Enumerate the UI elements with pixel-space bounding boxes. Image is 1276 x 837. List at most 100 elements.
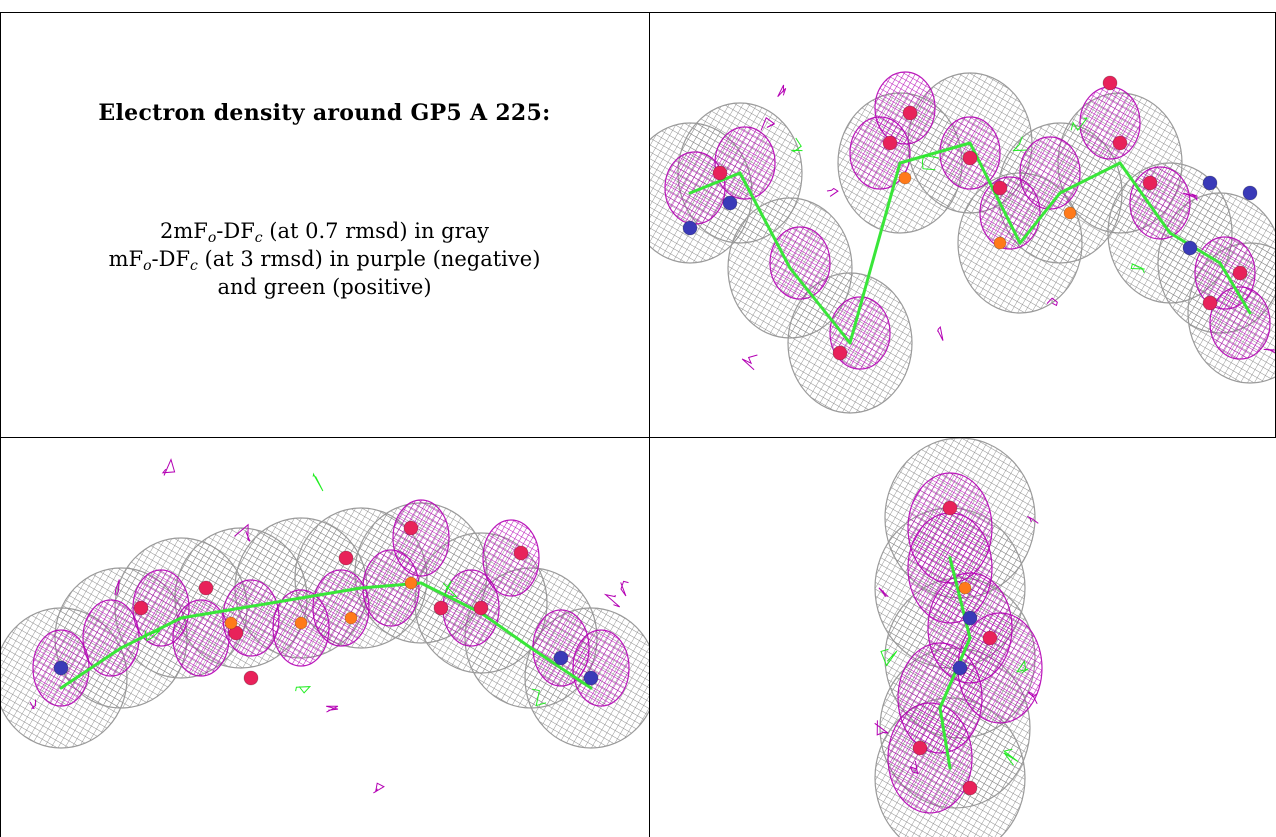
purple-speck: [620, 580, 629, 597]
green-speck: [531, 688, 547, 707]
purple-speck: [1027, 691, 1038, 705]
oxygen-atom: [433, 600, 449, 616]
purple-speck: [114, 579, 120, 596]
purple-mesh-blob: [312, 569, 370, 647]
purple-speck: [741, 354, 758, 371]
phosphorus-atom: [958, 581, 972, 595]
carbon-bond: [1118, 161, 1172, 235]
caption-line-2fofc: 2mFo-DFc (at 0.7 rmsd) in gray: [0, 217, 649, 245]
purple-speck: [760, 117, 776, 131]
purple-mesh-blob: [572, 629, 630, 707]
purple-speck: [1046, 297, 1058, 307]
caption-line-colors: and green (positive): [217, 275, 432, 299]
phosphorus-atom: [224, 616, 238, 630]
carbon-bond: [788, 266, 852, 345]
line1-prefix: 2mF: [159, 219, 208, 243]
carbon-bond: [968, 141, 1022, 245]
green-speck: [1012, 136, 1028, 152]
density-image-bottom-left: [1, 438, 649, 837]
caption-line-fofc: mFo-DFc (at 3 rmsd) in purple (negative): [0, 245, 649, 273]
line1-suffix: (at 0.7 rmsd) in gray: [262, 219, 490, 243]
table-row-divider: [0, 437, 1276, 438]
oxygen-atom: [513, 545, 529, 561]
nitrogen-atom: [553, 650, 569, 666]
oxygen-atom: [912, 740, 928, 756]
oxygen-atom: [338, 550, 354, 566]
carbon-bond: [1018, 191, 1062, 245]
oxygen-atom: [1102, 75, 1118, 91]
green-speck: [295, 686, 312, 694]
carbon-bond: [688, 171, 742, 195]
oxygen-atom: [832, 345, 848, 361]
carbon-bond: [1058, 161, 1122, 195]
oxygen-atom: [962, 150, 978, 166]
green-speck: [144, 629, 161, 642]
carbon-bond: [898, 141, 972, 165]
carbon-bond: [938, 636, 972, 710]
purple-speck: [777, 84, 787, 98]
green-speck: [312, 472, 324, 492]
carbon-bond: [179, 606, 243, 620]
nitrogen-atom: [53, 660, 69, 676]
oxygen-atom: [403, 520, 419, 536]
line2-suffix: (at 3 rmsd) in purple (negative): [197, 247, 541, 271]
line1-sub-c: c: [254, 230, 263, 246]
purple-mesh-blob: [887, 702, 973, 814]
carbon-bond: [1218, 261, 1252, 315]
nitrogen-atom: [722, 195, 738, 211]
nitrogen-atom: [1202, 175, 1218, 191]
carbon-bond: [479, 611, 533, 650]
phosphorus-atom: [404, 576, 418, 590]
caption-description: 2mFo-DFc (at 0.7 rmsd) in gray mFo-DFc (…: [0, 217, 649, 301]
phosphorus-atom: [294, 616, 308, 630]
carbon-bond: [948, 556, 972, 640]
purple-speck: [29, 699, 37, 710]
carbon-bond: [119, 616, 183, 650]
oxygen-atom: [902, 105, 918, 121]
purple-speck: [1263, 348, 1275, 354]
line2-mid: -DF: [151, 247, 191, 271]
green-speck: [791, 137, 803, 152]
table-left-border: [0, 12, 1, 837]
table-column-divider: [649, 12, 650, 837]
density-image-bottom-right: [650, 438, 1275, 837]
purple-mesh-blob: [1079, 86, 1141, 160]
purple-mesh-blob: [907, 472, 993, 584]
phosphorus-atom: [898, 171, 912, 185]
oxygen-atom: [1232, 265, 1248, 281]
green-speck: [921, 154, 939, 171]
purple-mesh-blob: [714, 126, 776, 200]
oxygen-atom: [982, 630, 998, 646]
oxygen-atom: [473, 600, 489, 616]
purple-mesh-blob: [1129, 166, 1191, 240]
oxygen-atom: [1142, 175, 1158, 191]
oxygen-atom: [942, 500, 958, 516]
purple-mesh-blob: [1019, 136, 1081, 210]
line2-sub-o: o: [143, 258, 152, 274]
green-speck: [442, 580, 458, 598]
oxygen-atom: [1202, 295, 1218, 311]
purple-speck: [878, 587, 889, 598]
table-top-border: [0, 12, 1276, 13]
oxygen-atom: [198, 580, 214, 596]
line2-sub-c: c: [190, 258, 198, 274]
caption-title-wrap: Electron density around GP5 A 225:: [0, 100, 649, 126]
green-speck: [1015, 659, 1029, 674]
nitrogen-atom: [682, 220, 698, 236]
purple-mesh-blob: [874, 71, 936, 145]
oxygen-atom: [243, 670, 259, 686]
green-speck: [1130, 263, 1145, 274]
density-image-top-right: [650, 13, 1275, 437]
oxygen-atom: [992, 180, 1008, 196]
purple-speck: [234, 523, 251, 542]
phosphorus-atom: [993, 236, 1007, 250]
oxygen-atom: [133, 600, 149, 616]
oxygen-atom: [1112, 135, 1128, 151]
oxygen-atom: [712, 165, 728, 181]
caption-title: Electron density around GP5 A 225:: [98, 100, 551, 126]
purple-speck: [1027, 515, 1039, 524]
purple-speck: [909, 760, 919, 775]
purple-speck: [603, 593, 621, 608]
nitrogen-atom: [1242, 185, 1258, 201]
purple-mesh-blob: [82, 599, 140, 677]
